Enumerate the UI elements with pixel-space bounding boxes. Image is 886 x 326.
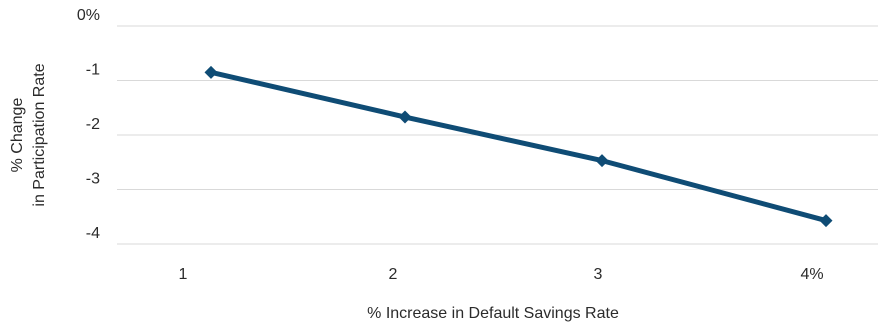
x-tick-label: 4% [800,266,823,283]
y-axis-title-line-2: in Participation Rate [31,63,48,206]
x-tick-label: 3 [594,266,603,283]
x-tick-label: 1 [179,266,188,283]
series-line [208,69,829,224]
x-tick-label: 2 [389,266,398,283]
y-tick-label: -2 [86,116,100,133]
y-axis-title: % Change in Participation Rate [9,63,48,206]
x-axis-ticks: 1 2 3 4% [179,266,824,283]
series-layer [204,65,833,228]
y-axis-ticks: 0% -1 -2 -3 -4 [77,7,100,242]
y-tick-label: 0% [77,7,100,24]
data-point-marker [819,214,833,228]
y-axis-title-line-1: % Change [9,98,26,173]
y-tick-label: -4 [86,225,100,242]
data-point-marker [398,110,412,124]
data-point-marker [595,154,609,168]
y-tick-label: -3 [86,171,100,188]
data-point-marker [204,65,218,79]
x-axis-title: % Increase in Default Savings Rate [367,305,619,322]
y-tick-label: -1 [86,62,100,79]
